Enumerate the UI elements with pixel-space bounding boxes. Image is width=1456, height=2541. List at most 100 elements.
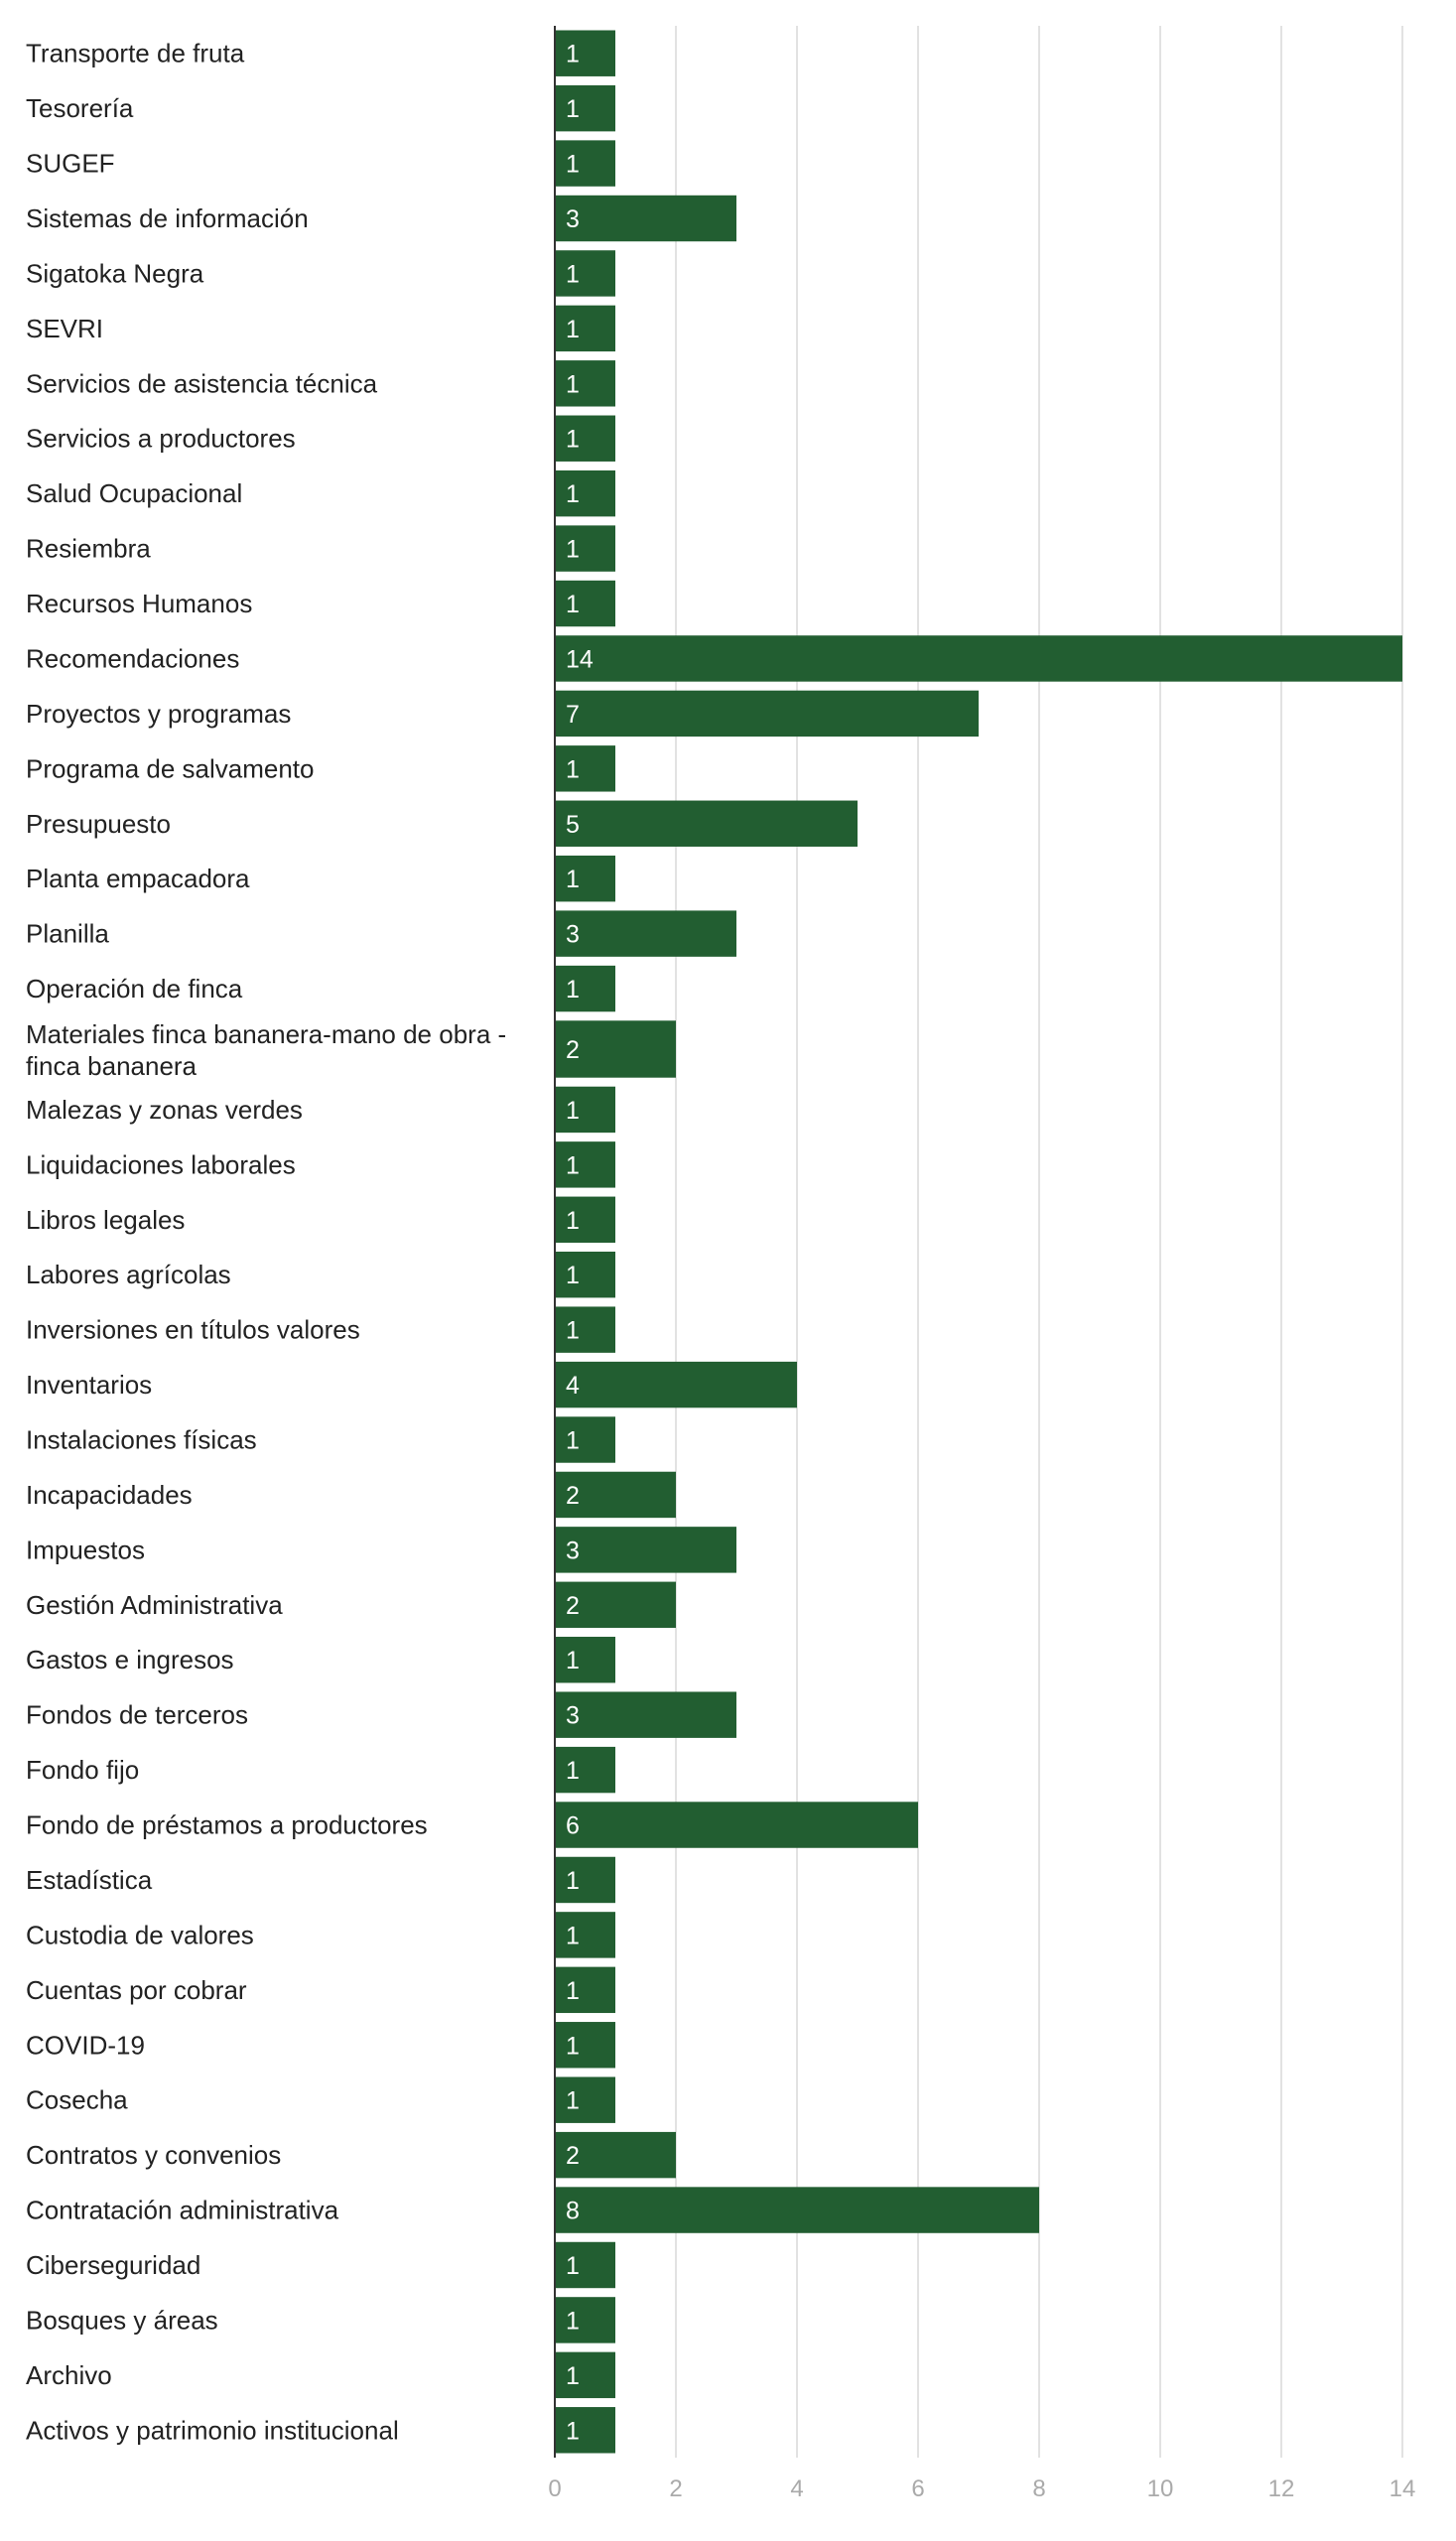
bar — [555, 1966, 615, 2014]
bar — [555, 469, 615, 517]
bar — [555, 305, 615, 352]
bar — [555, 2187, 1039, 2233]
x-tick-label: 2 — [669, 2475, 682, 2502]
bar-value-label: 3 — [566, 205, 580, 233]
bar-value-label: 1 — [566, 976, 580, 1003]
category-label: Cuentas por cobrar — [26, 1975, 247, 2005]
category-label: Instalaciones físicas — [26, 1425, 257, 1455]
bar — [555, 855, 615, 902]
bar-value-label: 1 — [566, 1262, 580, 1289]
bar — [555, 1471, 676, 1519]
x-tick-label: 6 — [911, 2475, 924, 2502]
bar — [555, 2022, 615, 2069]
category-label: Liquidaciones laborales — [26, 1149, 296, 1179]
bar — [555, 1020, 676, 1078]
x-tick-label: 0 — [548, 2475, 561, 2502]
bar-value-label: 1 — [566, 755, 580, 783]
category-label: SUGEF — [26, 149, 115, 179]
category-label: Libros legales — [26, 1205, 185, 1235]
category-label: Servicios a productores — [26, 424, 296, 454]
bar — [555, 745, 615, 792]
bar — [555, 1252, 615, 1298]
bar-value-label: 1 — [566, 1977, 580, 2005]
bar — [555, 1856, 615, 1904]
category-label: Cosecha — [26, 2085, 128, 2115]
bar — [555, 2297, 615, 2343]
bar-value-label: 1 — [566, 426, 580, 454]
bar-value-label: 1 — [566, 1317, 580, 1345]
x-tick-label: 14 — [1390, 2475, 1416, 2502]
category-label: Activos y patrimonio institucional — [26, 2415, 399, 2445]
bar-value-label: 1 — [566, 316, 580, 343]
bar — [555, 2241, 615, 2289]
bar — [555, 800, 858, 847]
category-label: COVID-19 — [26, 2030, 145, 2060]
category-label: Materiales finca bananera-mano de obra -… — [26, 1019, 506, 1081]
category-label: Planilla — [26, 919, 109, 949]
category-label: Presupuesto — [26, 809, 171, 839]
category-label: Inventarios — [26, 1370, 152, 1400]
bar — [555, 1691, 736, 1738]
bar-value-label: 2 — [566, 1592, 580, 1620]
bar-value-label: 1 — [566, 1922, 580, 1949]
category-label: Ciberseguridad — [26, 2250, 200, 2280]
bar — [555, 84, 615, 132]
category-label: Recomendaciones — [26, 643, 239, 673]
category-label: Bosques y áreas — [26, 2305, 218, 2335]
category-label: Sistemas de información — [26, 203, 309, 233]
bar-value-label: 1 — [566, 2417, 580, 2445]
category-label: Salud Ocupacional — [26, 478, 242, 508]
bar-value-label: 1 — [566, 536, 580, 564]
bar — [555, 1416, 615, 1463]
bar — [555, 2351, 615, 2399]
bar — [555, 1802, 918, 1848]
bar-value-label: 1 — [566, 2252, 580, 2280]
bar — [555, 580, 615, 627]
category-label: Tesorería — [26, 93, 134, 123]
bar-value-label: 1 — [566, 2032, 580, 2060]
bar-value-label: 1 — [566, 1757, 580, 1785]
category-label: Fondos de terceros — [26, 1700, 248, 1730]
bar-value-label: 1 — [566, 370, 580, 398]
bar — [555, 30, 615, 76]
bar — [555, 1086, 615, 1134]
bar-value-label: 1 — [566, 2087, 580, 2115]
category-label: Planta empacadora — [26, 864, 250, 893]
category-label: Incapacidades — [26, 1480, 193, 1510]
bar-value-label: 1 — [566, 2362, 580, 2390]
category-label: Gestión Administrativa — [26, 1590, 283, 1620]
category-label: Estadística — [26, 1865, 153, 1895]
x-tick-label: 4 — [790, 2475, 803, 2502]
bar-value-label: 1 — [566, 1647, 580, 1674]
bar-value-label: 1 — [566, 1151, 580, 1179]
bar-value-label: 1 — [566, 95, 580, 123]
category-label: Proyectos y programas — [26, 699, 291, 729]
x-tick-label: 8 — [1032, 2475, 1045, 2502]
bar-value-label: 2 — [566, 2142, 580, 2170]
bar-value-label: 7 — [566, 701, 580, 729]
bar-value-label: 1 — [566, 1427, 580, 1455]
category-label: Transporte de fruta — [26, 39, 245, 68]
category-label: Recursos Humanos — [26, 589, 252, 618]
bar-value-label: 3 — [566, 1702, 580, 1730]
bar-value-label: 8 — [566, 2198, 580, 2225]
bar — [555, 360, 615, 407]
category-label: Resiembra — [26, 534, 151, 564]
x-tick-label: 10 — [1147, 2475, 1174, 2502]
category-label: Fondo de préstamos a productores — [26, 1810, 428, 1840]
category-label: Programa de salvamento — [26, 753, 314, 783]
bar-value-label: 1 — [566, 2307, 580, 2335]
bar-value-label: 2 — [566, 1482, 580, 1510]
bar — [555, 1912, 615, 1958]
bar-value-label: 1 — [566, 591, 580, 618]
bar — [555, 2076, 615, 2123]
category-label: Operación de finca — [26, 974, 243, 1003]
category-label: Impuestos — [26, 1535, 145, 1564]
bar — [555, 1196, 615, 1243]
bar — [555, 195, 736, 242]
bar-value-label: 2 — [566, 1036, 580, 1064]
bar — [555, 690, 979, 737]
bar-value-label: 3 — [566, 921, 580, 949]
bar — [555, 2407, 615, 2454]
